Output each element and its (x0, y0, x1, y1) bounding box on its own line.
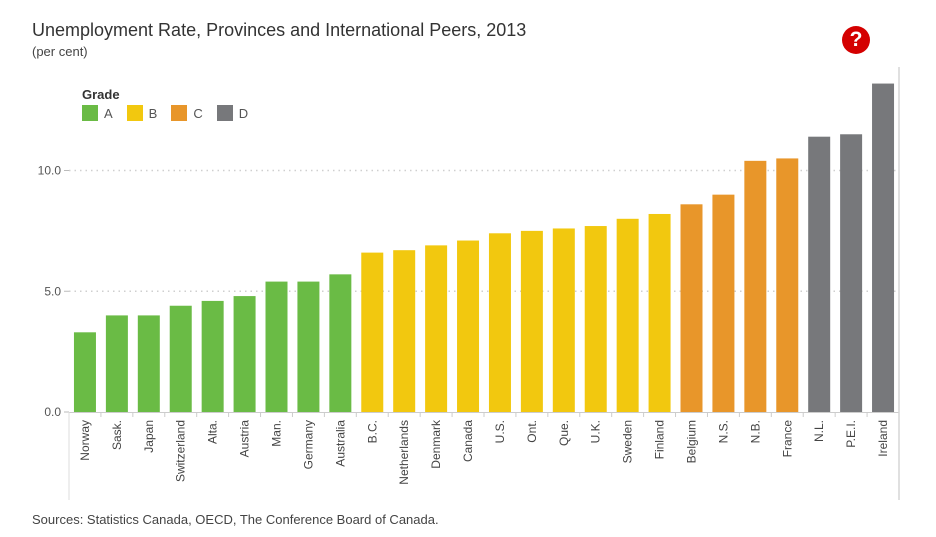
bar-denmark (425, 245, 448, 412)
x-tick-label: Man. (270, 420, 284, 447)
x-tick-label: Belgium (685, 420, 699, 463)
x-tick-label: Japan (142, 420, 156, 453)
bar-alta (201, 300, 224, 412)
legend-label-b: B (148, 105, 158, 121)
x-tick-label: Germany (301, 420, 315, 469)
x-tick-label: Ont. (525, 420, 539, 443)
bar-nl (808, 136, 831, 412)
y-tick-label: 0.0 (44, 405, 61, 419)
legend-swatch-d (216, 105, 233, 121)
x-tick-label: Austria (238, 420, 252, 458)
question-circle-icon[interactable]: ? (842, 26, 870, 54)
bar-nb (744, 160, 767, 412)
bar-canada (457, 240, 480, 412)
bar-australia (329, 274, 352, 412)
x-tick-label: Australia (333, 420, 347, 467)
x-tick-label: U.S. (493, 420, 507, 443)
bar-bc (361, 252, 384, 412)
bar-austria (233, 296, 256, 412)
legend-swatch-c (171, 105, 188, 121)
bar-us (488, 233, 511, 412)
legend-item-a[interactable]: A (82, 105, 113, 121)
legend-item-d[interactable]: D (216, 105, 249, 121)
x-tick-label: Norway (78, 420, 92, 461)
bar-que (552, 228, 575, 412)
x-tick-label: Alta. (206, 420, 220, 444)
bar-ont (520, 230, 543, 412)
chart-subtitle: (per cent) (32, 44, 88, 59)
x-tick-label: France (780, 420, 794, 458)
bar-france (776, 158, 799, 412)
legend-title: Grade (82, 87, 120, 102)
bar-ireland (872, 83, 895, 412)
legend-item-c[interactable]: C (171, 105, 203, 121)
x-tick-label: Sweden (621, 420, 635, 463)
bar-norway (73, 332, 96, 412)
x-tick-label: Canada (461, 420, 475, 462)
legend: Grade A B C D (82, 87, 262, 121)
x-tick-label: U.K. (589, 420, 603, 443)
y-tick-label: 5.0 (44, 284, 61, 298)
x-tick-label: Finland (653, 420, 667, 459)
x-tick-label: N.S. (716, 420, 730, 443)
bar-germany (297, 281, 320, 412)
x-tick-label: Que. (557, 420, 571, 446)
x-tick-label: Switzerland (174, 420, 188, 482)
bar-ns (712, 194, 735, 412)
x-tick-label: N.B. (748, 420, 762, 443)
legend-item-b[interactable]: B (126, 105, 158, 121)
x-tick-label: Ireland (876, 420, 890, 457)
source-note: Sources: Statistics Canada, OECD, The Co… (32, 512, 439, 527)
bar-belgium (680, 204, 703, 412)
x-tick-label: Denmark (429, 419, 443, 469)
bar-uk (584, 226, 607, 412)
legend-label-d: D (238, 105, 249, 121)
x-tick-label: N.L. (812, 420, 826, 442)
bar-japan (137, 315, 160, 412)
legend-swatch-b (126, 105, 143, 121)
legend-label-c: C (193, 105, 203, 121)
bar-man (265, 281, 288, 412)
y-tick-label: 10.0 (38, 164, 62, 178)
bar-sweden (616, 218, 639, 412)
x-tick-label: B.C. (365, 420, 379, 443)
bar-sask (105, 315, 128, 412)
x-tick-label: Netherlands (397, 420, 411, 485)
bar-finland (648, 213, 671, 412)
legend-swatch-a (82, 105, 98, 121)
x-tick-label: Sask. (110, 420, 124, 450)
x-tick-label: P.E.I. (844, 420, 858, 448)
bar-pei (840, 134, 863, 412)
bar-netherlands (393, 250, 416, 412)
legend-label-a: A (104, 105, 113, 121)
bar-switzerland (169, 305, 192, 412)
chart-title: Unemployment Rate, Provinces and Interna… (32, 20, 527, 40)
